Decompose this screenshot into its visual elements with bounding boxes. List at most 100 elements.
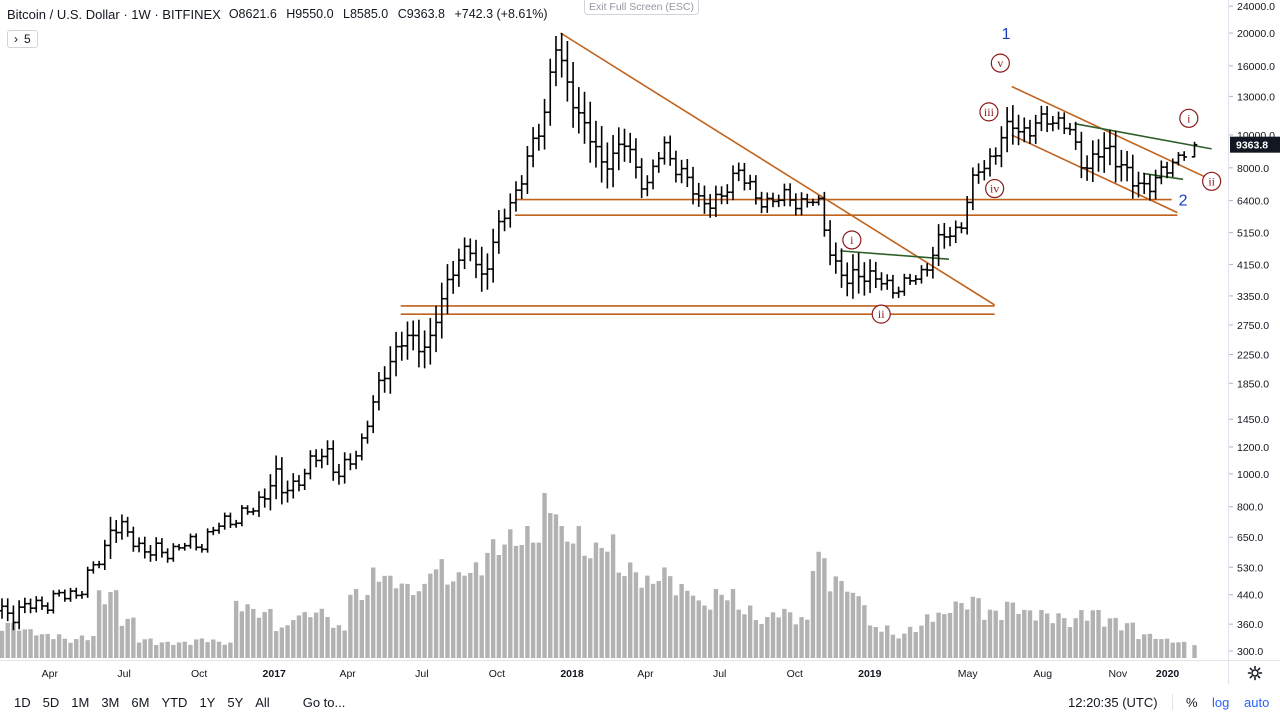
ohlc-bar <box>661 136 668 165</box>
ohlc-bar <box>513 181 519 212</box>
volume-bar <box>850 592 856 658</box>
volume-bar <box>570 543 576 658</box>
ohlc-bar <box>850 254 856 299</box>
ohlc-bar <box>393 331 399 377</box>
volume-bar <box>753 620 759 658</box>
high-value: H9550.0 <box>286 7 334 21</box>
ohlc-bar <box>833 242 839 274</box>
time-tick-label: 2019 <box>858 668 882 680</box>
exit-fullscreen-button[interactable]: Exit Full Screen (ESC) <box>584 0 699 15</box>
volume-bar <box>582 555 587 658</box>
range-5y-button[interactable]: 5Y <box>227 694 244 710</box>
ohlc-bar <box>615 127 622 171</box>
ohlc-bar <box>381 366 388 393</box>
range-1d-button[interactable]: 1D <box>14 694 31 710</box>
volume-bar <box>548 513 553 658</box>
chart-settings-button[interactable] <box>1228 660 1280 684</box>
volume-bar <box>565 541 570 658</box>
ohlc-bar <box>735 162 742 182</box>
ohlc-bar <box>107 516 114 559</box>
volume-bar <box>542 493 547 658</box>
volume-bar <box>519 545 524 658</box>
ohlc-bar <box>507 193 514 228</box>
volume-bar <box>913 632 918 658</box>
volume-bar <box>679 583 684 658</box>
volume-bar <box>1176 642 1181 658</box>
ohlc-bar <box>1055 111 1062 130</box>
indicator-count: 5 <box>24 32 31 46</box>
time-tick-label: Oct <box>787 668 803 680</box>
goto-date-button[interactable]: Go to... <box>302 694 346 710</box>
indicator-badge[interactable]: › 5 <box>7 30 38 48</box>
ohlc-bar <box>975 163 982 184</box>
time-tick-label: Nov <box>1108 668 1127 680</box>
ohlc-bar <box>22 597 28 614</box>
volume-bar <box>1136 639 1141 658</box>
ohlc-bar <box>810 198 816 207</box>
time-axis[interactable]: Apr Jul Oct 2017 Apr Jul Oct 2018 Apr Jul Oct 2019 M… <box>0 660 1228 684</box>
ohlc-bar <box>433 305 439 353</box>
ohlc-bar <box>44 602 51 614</box>
volume-bar <box>690 595 696 658</box>
volume-bar <box>1164 638 1170 658</box>
ohlc-bar <box>518 175 525 199</box>
volume-bar <box>639 587 644 658</box>
volume-bar <box>353 588 359 658</box>
volume-bar <box>131 617 136 658</box>
wave-label-1: 1 <box>1002 26 1011 43</box>
log-scale-toggle[interactable]: log <box>1212 694 1230 710</box>
ohlc-bar <box>341 452 348 484</box>
volume-bar <box>1153 638 1158 658</box>
volume-bar <box>233 600 239 658</box>
volume-bar <box>56 634 62 658</box>
ohlc-bar <box>638 158 645 199</box>
volume-bar <box>633 572 639 658</box>
utc-clock[interactable]: 12:20:35 (UTC) <box>1068 694 1158 710</box>
price-axis[interactable]: 24000.0 20000.0 16000.0 13000.0 10000.0 8000.… <box>1228 0 1280 660</box>
price-tick-label: 530.0 <box>1237 562 1263 574</box>
volume-bar <box>605 551 610 658</box>
volume-bar <box>970 596 976 658</box>
ohlc-bar <box>741 162 748 191</box>
volume-bar <box>947 613 953 658</box>
volume-bar <box>416 591 422 658</box>
ohlc-bar <box>1090 140 1096 183</box>
volume-bar <box>462 575 467 658</box>
price-tick-label: 440.0 <box>1237 590 1263 602</box>
volume-bar <box>976 598 981 658</box>
ohlc-bar <box>981 160 988 181</box>
volume-bar <box>650 583 656 658</box>
volume-bar <box>622 576 627 658</box>
volume-bar <box>645 575 650 658</box>
ohlc-bar <box>907 273 913 286</box>
volume-bar <box>68 642 73 658</box>
volume-bar <box>896 638 901 658</box>
range-ytd-button[interactable]: YTD <box>161 694 188 710</box>
ohlc-bar <box>684 158 691 188</box>
ohlc-bar <box>1135 171 1142 198</box>
range-3m-button[interactable]: 3M <box>101 694 120 710</box>
ohlc-bar <box>1095 139 1102 172</box>
ohlc-bar <box>952 220 959 244</box>
range-1y-button[interactable]: 1Y <box>199 694 216 710</box>
ohlc-bar <box>964 196 970 235</box>
range-all-button[interactable]: All <box>255 694 270 710</box>
time-tick-label: Oct <box>191 668 207 680</box>
auto-scale-toggle[interactable]: auto <box>1244 694 1270 710</box>
ohlc-bar <box>701 185 708 214</box>
range-6m-button[interactable]: 6M <box>131 694 150 710</box>
ohlc-bar <box>918 265 925 284</box>
volume-bar <box>399 583 404 658</box>
chart-pane[interactable]: 1 2 v iii iv i ii i ii Bitcoin / U.S. Dollar · 1… <box>0 0 1228 660</box>
volume-bar <box>987 609 993 658</box>
ohlc-bar <box>1158 160 1165 185</box>
volume-bar <box>673 595 679 658</box>
range-1m-button[interactable]: 1M <box>71 694 90 710</box>
ohlc-bar <box>73 587 80 599</box>
percent-scale-toggle[interactable]: % <box>1186 694 1198 710</box>
volume-bar <box>1096 609 1101 658</box>
price-tick-label: 20000.0 <box>1237 28 1275 40</box>
volume-bar <box>930 621 936 658</box>
range-5d-button[interactable]: 5D <box>42 694 60 710</box>
